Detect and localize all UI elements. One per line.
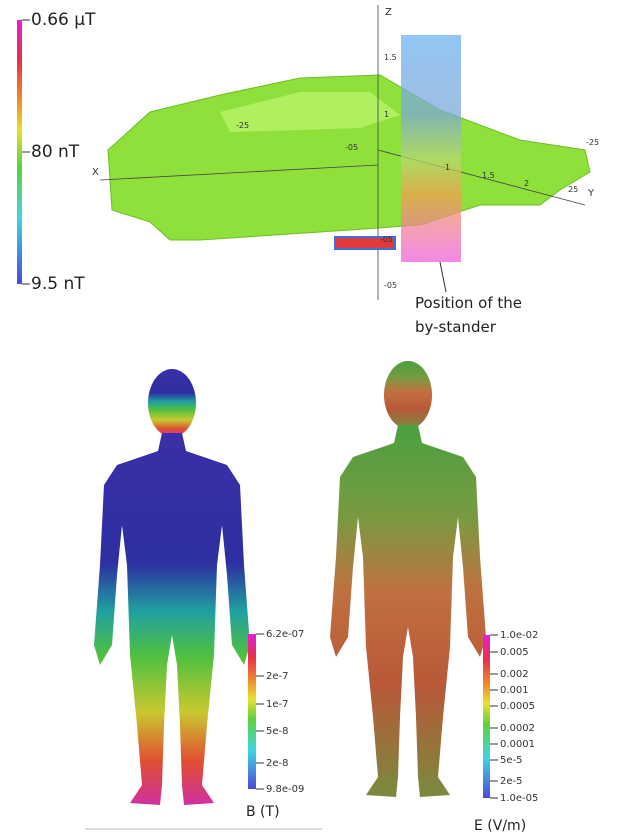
axis-label: Y [587, 188, 595, 199]
colorbar-labels: 1.0e-02 0.005 0.002 0.001 0.0005 0.0002 0.0001… [490, 630, 538, 804]
axis-number: -25 [586, 138, 599, 147]
colorbar-label: 0.001 [500, 685, 529, 696]
colorbar-label: 5e-8 [266, 726, 289, 737]
colorbar-label: 1e-7 [266, 699, 289, 710]
axis-number: 1.5 [384, 53, 397, 62]
colorbar-label: 5e-5 [500, 755, 523, 766]
colorbar-label: 9.5 nT [31, 274, 85, 294]
page: body { margin: 0; background: #fff; font… [0, 0, 624, 836]
colorbar-label: 0.66 μT [31, 10, 96, 30]
axis-label: Z [385, 7, 392, 18]
annotation: Position of the [415, 294, 522, 312]
axis-number: 25 [568, 185, 578, 194]
colorbar-label: 6.2e-07 [266, 629, 304, 640]
colorbar-label: 0.005 [500, 647, 529, 658]
axis-number: -05 [380, 235, 393, 244]
axis-number: -05 [384, 281, 397, 290]
colorbar-label: 9.8e-09 [266, 784, 304, 795]
axis-number: 1.5 [482, 171, 495, 180]
axis-number: -05 [345, 143, 358, 152]
colorbar-label: 2e-5 [500, 776, 523, 787]
colorbar-label: 0.0001 [500, 739, 535, 750]
colorbar-label: 2e-8 [266, 758, 289, 769]
colorbar-label: 2e-7 [266, 671, 289, 682]
colorbar [248, 634, 256, 789]
bystander-plane [401, 35, 461, 262]
figure: 0.66 μT 80 nT 9.5 nT Z X Y 1.5 1 -05 1 1.5 2 25 -… [0, 0, 624, 836]
colorbar [17, 20, 22, 284]
colorbar [483, 635, 490, 798]
axis-number: 2 [524, 179, 529, 188]
colorbar-label: 1.0e-02 [500, 630, 538, 641]
axis-label: X [92, 167, 99, 178]
axis-number: -25 [236, 121, 249, 130]
colorbar-label: 0.002 [500, 669, 529, 680]
annotation-line [440, 262, 446, 292]
body-e-field [330, 361, 486, 797]
colorbar-label: 0.0002 [500, 723, 535, 734]
annotation: by-stander [415, 318, 497, 336]
colorbar-title: B (T) [246, 804, 280, 820]
colorbar-label: 0.0005 [500, 701, 535, 712]
axis-number: 1 [384, 110, 389, 119]
colorbar-label: 80 nT [31, 142, 80, 162]
colorbar-label: 1.0e-05 [500, 793, 538, 804]
colorbar-labels: 6.2e-07 2e-7 1e-7 5e-8 2e-8 9.8e-09 [256, 629, 304, 795]
colorbar-title: E (V/m) [474, 818, 526, 834]
body-b-field [94, 369, 250, 805]
axis-number: 1 [445, 163, 450, 172]
colorbar-labels: 0.66 μT 80 nT 9.5 nT [22, 10, 96, 294]
body: {"top_panel": { "colorbar_labels": ["0.6… [0, 0, 624, 836]
